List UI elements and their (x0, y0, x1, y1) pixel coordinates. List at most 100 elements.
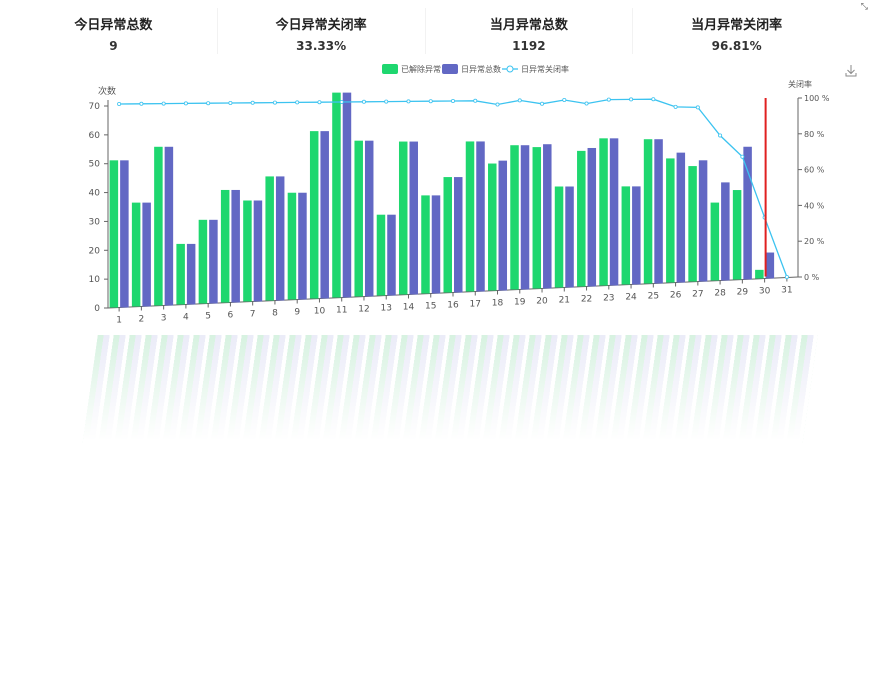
stat-month-close-rate: 当月异常关闭率 96.81% (633, 8, 840, 54)
bar-resolved (109, 160, 119, 308)
x-tick-label: 7 (250, 310, 256, 320)
x-tick-label: 31 (781, 286, 792, 296)
bar-resolved (465, 141, 475, 292)
y-tick-label-left: 30 (89, 217, 101, 227)
bar-total (231, 189, 240, 303)
x-tick-label: 19 (514, 298, 526, 308)
x-tick-label: 1 (116, 316, 122, 326)
download-icon[interactable] (845, 65, 857, 77)
x-tick-label: 5 (205, 312, 211, 322)
bar-total (364, 140, 374, 297)
x-tick-label: 20 (536, 297, 548, 307)
rate-point (406, 99, 411, 104)
stat-label: 今日异常总数 (74, 18, 153, 33)
rate-point (250, 100, 255, 105)
bar-resolved (532, 147, 542, 289)
rate-point (540, 101, 545, 106)
x-tick-label: 23 (603, 294, 614, 304)
rate-point (606, 97, 611, 102)
y-tick-label-left: 0 (94, 304, 100, 314)
bar-total (454, 177, 463, 293)
bar-total (320, 131, 329, 299)
bar-total (721, 182, 730, 281)
stat-label: 当月异常关闭率 (691, 18, 783, 33)
bar-resolved (265, 176, 274, 301)
x-tick-label: 26 (670, 291, 682, 301)
x-tick-label: 4 (183, 313, 189, 323)
bar-total (120, 160, 129, 308)
y-tick-label-left: 70 (89, 102, 101, 112)
bar-resolved (510, 145, 519, 290)
x-tick-label: 10 (314, 307, 326, 317)
y-tick-label-right: 40 % (804, 201, 825, 210)
collapse-icon[interactable]: ⤡ (860, 2, 868, 12)
rate-point (718, 133, 723, 138)
bar-resolved (554, 186, 564, 288)
legend-label: 已解除异常 (401, 64, 441, 74)
y-axis-title-left: 次数 (98, 85, 116, 97)
rate-point (450, 99, 455, 104)
bar-total (342, 92, 352, 298)
bar-resolved (176, 243, 185, 305)
bar-resolved (243, 200, 252, 302)
x-tick-label: 2 (139, 315, 145, 325)
bar-resolved (309, 131, 319, 299)
x-tick-label: 21 (559, 296, 570, 306)
x-tick-label: 12 (358, 305, 369, 315)
x-tick-label: 17 (470, 300, 481, 310)
rate-point (428, 99, 433, 104)
x-tick-label: 29 (737, 288, 749, 298)
stat-value: 9 (109, 39, 118, 53)
stat-value: 33.33% (296, 39, 347, 53)
stats-bar: 今日异常总数 9 今日异常关闭率 33.33% 当月异常总数 1192 当月异常… (10, 8, 840, 54)
stat-value: 1192 (512, 39, 546, 53)
bar-total (765, 252, 775, 279)
rate-point (272, 100, 277, 105)
bar-resolved (688, 166, 697, 282)
bar-resolved (599, 138, 608, 286)
y-tick-label-left: 50 (89, 160, 101, 170)
y-tick-label-left: 60 (89, 131, 101, 141)
bar-total (253, 200, 263, 302)
x-tick-label: 30 (759, 287, 771, 297)
x-tick-label: 24 (625, 293, 637, 303)
bar-total (387, 214, 396, 296)
bar-total (142, 202, 151, 307)
x-tick-label: 14 (403, 303, 415, 313)
y-tick-label-right: 0 % (804, 273, 820, 282)
bar-total (298, 192, 307, 300)
bar-total (654, 139, 663, 284)
y-axis-title-right: 关闭率 (788, 79, 812, 89)
bar-total (431, 195, 441, 294)
bar-total (476, 141, 485, 292)
stat-month-total: 当月异常总数 1192 (426, 8, 634, 54)
rate-point (651, 97, 656, 102)
legend-label: 日异常关闭率 (521, 64, 569, 74)
x-tick-label: 18 (492, 299, 504, 309)
bar-resolved (755, 269, 764, 279)
bar-total (520, 145, 530, 290)
rate-point (384, 99, 389, 104)
bar-resolved (131, 202, 141, 307)
bar-total (543, 144, 552, 289)
bar-resolved (354, 140, 363, 297)
rate-point (117, 102, 122, 107)
legend-label: 日异常总数 (461, 64, 501, 74)
legend-swatch-point (506, 65, 514, 73)
rate-point (295, 100, 300, 105)
x-tick-label: 11 (336, 306, 347, 316)
stat-label: 今日异常关闭率 (275, 18, 367, 33)
stat-value: 96.81% (711, 39, 762, 53)
bar-resolved (732, 190, 742, 280)
y-tick-label-right: 100 % (804, 94, 830, 103)
x-tick-label: 8 (272, 309, 278, 319)
rate-point (161, 101, 166, 106)
y-tick-label-left: 20 (89, 246, 101, 256)
rate-point (784, 274, 789, 279)
rate-point (495, 102, 500, 107)
bar-total (186, 243, 196, 305)
rate-point (673, 104, 678, 109)
x-tick-label: 22 (581, 295, 592, 305)
y-tick-label-right: 20 % (804, 237, 825, 246)
